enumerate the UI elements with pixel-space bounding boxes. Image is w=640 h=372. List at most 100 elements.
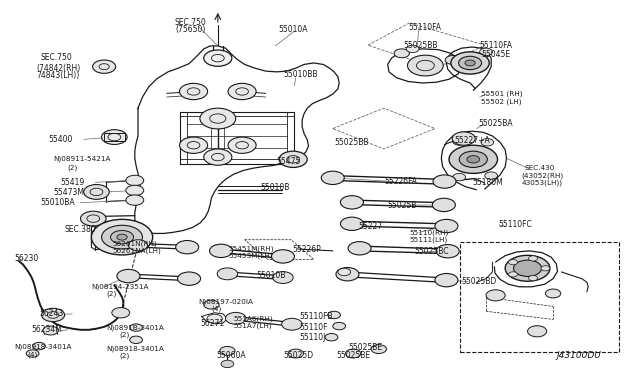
Circle shape [179,83,207,100]
Text: SEC.430: SEC.430 [524,165,555,171]
Text: 56234M: 56234M [31,325,62,334]
Text: SEC.380: SEC.380 [65,225,96,234]
Circle shape [228,137,256,153]
Circle shape [126,195,144,205]
Circle shape [126,175,144,186]
Circle shape [43,326,58,335]
Text: 56230: 56230 [15,254,39,263]
Circle shape [217,268,237,280]
Circle shape [467,155,479,163]
Circle shape [436,244,460,258]
Circle shape [527,326,547,337]
Text: 56261NA(LH): 56261NA(LH) [113,248,161,254]
Text: 55419: 55419 [60,178,84,187]
Circle shape [333,323,346,330]
Circle shape [93,60,116,73]
Text: 551A6(RH): 551A6(RH) [234,315,273,322]
Circle shape [445,55,461,64]
Text: 55010A: 55010A [278,25,308,34]
Text: (4): (4) [211,306,221,312]
Circle shape [288,349,303,358]
Text: 55025BB: 55025BB [403,41,438,51]
Circle shape [130,336,143,343]
Text: (43052(RH): (43052(RH) [522,172,564,179]
Circle shape [459,56,481,70]
Circle shape [481,138,493,146]
Circle shape [541,266,550,271]
Circle shape [545,289,561,298]
Text: N)0B918-3401A: N)0B918-3401A [106,345,164,352]
Circle shape [207,314,222,323]
Circle shape [112,308,130,318]
Circle shape [204,50,232,66]
Circle shape [26,350,39,357]
Circle shape [279,151,307,167]
Circle shape [117,269,140,283]
Text: 55060A: 55060A [216,351,246,360]
Text: 55025BE: 55025BE [336,351,370,360]
Circle shape [328,311,340,319]
Circle shape [451,52,489,74]
Circle shape [505,255,550,281]
Text: (2): (2) [120,353,130,359]
Text: 43053(LH)): 43053(LH)) [522,180,563,186]
Text: 55502 (LH): 55502 (LH) [481,98,522,105]
Circle shape [129,240,148,251]
Text: 55226FA: 55226FA [384,177,417,186]
Circle shape [179,137,207,153]
Text: 55501 (RH): 55501 (RH) [481,91,522,97]
Text: 56243: 56243 [39,310,63,318]
Text: 55010B: 55010B [260,183,289,192]
Circle shape [81,211,106,226]
Text: (75650): (75650) [175,25,206,34]
Text: 56271: 56271 [200,320,224,328]
Text: 55180M: 55180M [472,178,503,187]
Circle shape [209,244,232,257]
Circle shape [509,272,518,277]
Circle shape [449,145,497,173]
Text: 55475: 55475 [276,157,301,166]
Text: 55111(LH): 55111(LH) [410,237,447,243]
Circle shape [408,55,444,76]
Text: 55010B: 55010B [256,271,285,280]
Circle shape [486,290,505,301]
Circle shape [453,138,466,145]
Text: 55110FA: 55110FA [408,23,441,32]
Text: SEC.750: SEC.750 [174,18,206,27]
Circle shape [406,45,419,52]
Circle shape [92,219,153,255]
Text: SEC.750: SEC.750 [40,53,72,62]
Circle shape [321,171,344,185]
Text: 55400: 55400 [49,135,73,144]
Text: 55025D: 55025D [283,351,313,360]
Text: N)08918-3401A: N)08918-3401A [15,344,72,350]
Circle shape [346,349,361,358]
Circle shape [479,48,492,55]
Circle shape [452,132,475,145]
Circle shape [225,312,246,324]
Text: N)08194-2351A: N)08194-2351A [92,283,149,290]
Circle shape [453,173,466,181]
Text: 55025BB: 55025BB [334,138,369,147]
Circle shape [513,260,541,276]
Circle shape [460,151,487,167]
Text: 55025B: 55025B [387,201,417,210]
Circle shape [340,217,364,231]
Text: 55110FC: 55110FC [499,221,532,230]
Circle shape [338,268,351,276]
Circle shape [271,250,294,263]
Circle shape [42,308,65,322]
Circle shape [394,49,410,58]
Text: 55473M: 55473M [53,188,84,197]
Circle shape [84,185,109,199]
Text: 55226P: 55226P [292,244,321,253]
Circle shape [102,130,127,144]
Text: 551A7(LH): 551A7(LH) [234,323,273,329]
Circle shape [433,198,456,212]
Text: (2): (2) [68,164,78,171]
Text: 55227+A: 55227+A [454,136,490,145]
Circle shape [509,260,518,265]
Text: 55010BA: 55010BA [40,198,75,207]
Text: 55010BB: 55010BB [283,70,317,79]
Circle shape [325,334,338,341]
